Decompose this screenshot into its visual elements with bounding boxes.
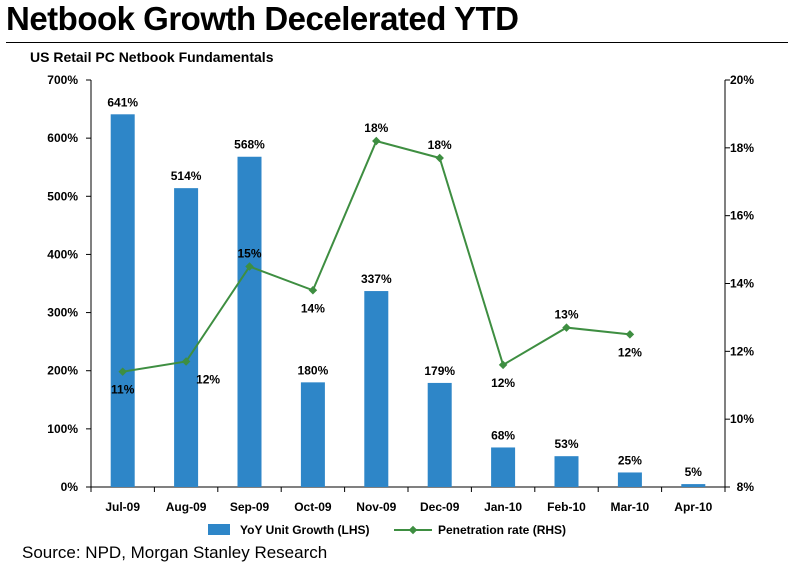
- bar: [617, 472, 642, 487]
- bar-series: [110, 114, 706, 487]
- right-axis-tick-label: 20%: [730, 73, 754, 87]
- left-axis-tick-label: 500%: [47, 189, 78, 203]
- x-axis-tick-label: Apr-10: [674, 500, 712, 514]
- bar-value-label: 53%: [554, 437, 578, 451]
- line-point: [435, 153, 444, 163]
- x-axis-tick-label: Feb-10: [547, 500, 586, 514]
- bar-value-label: 641%: [107, 95, 138, 109]
- line-value-label: 12%: [491, 376, 515, 390]
- bar-value-label: 68%: [491, 428, 515, 442]
- bar: [364, 291, 389, 487]
- right-axis-tick-label: 12%: [730, 344, 754, 358]
- line-value-label: 14%: [301, 301, 325, 315]
- left-axis-tick-label: 600%: [47, 131, 78, 145]
- bar: [554, 456, 579, 487]
- bar: [300, 382, 325, 487]
- right-axis-tick-label: 18%: [730, 141, 754, 155]
- x-axis-tick-label: Oct-09: [294, 500, 332, 514]
- right-axis-tick-label: 14%: [730, 277, 754, 291]
- title-divider: [6, 42, 788, 43]
- line-value-label: 12%: [196, 373, 220, 387]
- line-point: [245, 262, 254, 271]
- x-axis-tick-label: Aug-09: [166, 500, 207, 514]
- line-value-label: 18%: [428, 138, 452, 152]
- line-point: [498, 360, 508, 370]
- line-value-label: 18%: [364, 121, 388, 135]
- bar-value-label: 179%: [424, 364, 455, 378]
- left-axis-tick-label: 700%: [47, 73, 78, 87]
- left-axis-tick-label: 400%: [47, 247, 78, 261]
- x-axis-tick-label: Nov-09: [356, 500, 396, 514]
- left-axis-tick-label: 0%: [61, 480, 79, 494]
- line-point: [372, 136, 381, 146]
- bar: [174, 188, 199, 487]
- bar: [237, 156, 262, 487]
- left-axis-tick-label: 300%: [47, 306, 78, 320]
- x-axis-tick-label: Mar-10: [611, 500, 650, 514]
- chart-title: US Retail PC Netbook Fundamentals: [30, 49, 274, 65]
- line-point: [625, 330, 635, 339]
- page-title: Netbook Growth Decelerated YTD: [6, 0, 519, 37]
- chart-legend: YoY Unit Growth (LHS) Penetration rate (R…: [208, 523, 566, 537]
- x-axis-tick-label: Jan-10: [484, 500, 522, 514]
- legend-line-marker: [408, 525, 418, 535]
- bar-value-label: 514%: [171, 169, 202, 183]
- line-value-label: 13%: [554, 308, 578, 322]
- x-axis-tick-label: Dec-09: [420, 500, 460, 514]
- line-point: [308, 286, 318, 295]
- bar-value-label: 337%: [361, 272, 392, 286]
- right-axis-tick-label: 8%: [737, 480, 755, 494]
- legend-line-label: Penetration rate (RHS): [438, 523, 566, 537]
- bar-value-label: 568%: [234, 138, 265, 152]
- x-axis-tick-label: Jul-09: [105, 500, 140, 514]
- line-value-label: 11%: [111, 383, 135, 397]
- data-labels: 641% 514% 568% 180% 337% 179% 68% 53% 25% 5% 11% 12…: [107, 95, 702, 479]
- legend-bar-swatch: [208, 524, 230, 535]
- bar: [110, 114, 135, 487]
- line-value-label: 15%: [237, 247, 261, 261]
- bar: [491, 447, 516, 487]
- bar-value-label: 5%: [685, 465, 703, 479]
- right-axis-tick-label: 16%: [730, 209, 754, 223]
- left-axis-tick-label: 100%: [47, 422, 78, 436]
- x-axis-tick-label: Sep-09: [230, 500, 270, 514]
- line-point: [181, 357, 191, 366]
- line-series: [118, 136, 635, 376]
- left-axis-tick-label: 200%: [47, 364, 78, 378]
- legend-bar-label: YoY Unit Growth (LHS): [240, 523, 370, 537]
- chart-axes: 0% 100% 200% 300% 400% 500% 600% 700% 8% 10% 12% 14…: [47, 73, 754, 514]
- bar: [427, 382, 452, 487]
- line-point: [562, 323, 571, 332]
- bar: [681, 484, 706, 487]
- bar-value-label: 25%: [618, 453, 642, 467]
- source-note: Source: NPD, Morgan Stanley Research: [22, 543, 328, 562]
- right-axis-tick-label: 10%: [730, 412, 754, 426]
- line-value-label: 12%: [618, 345, 642, 359]
- line-point: [118, 367, 127, 376]
- bar-value-label: 180%: [298, 363, 329, 377]
